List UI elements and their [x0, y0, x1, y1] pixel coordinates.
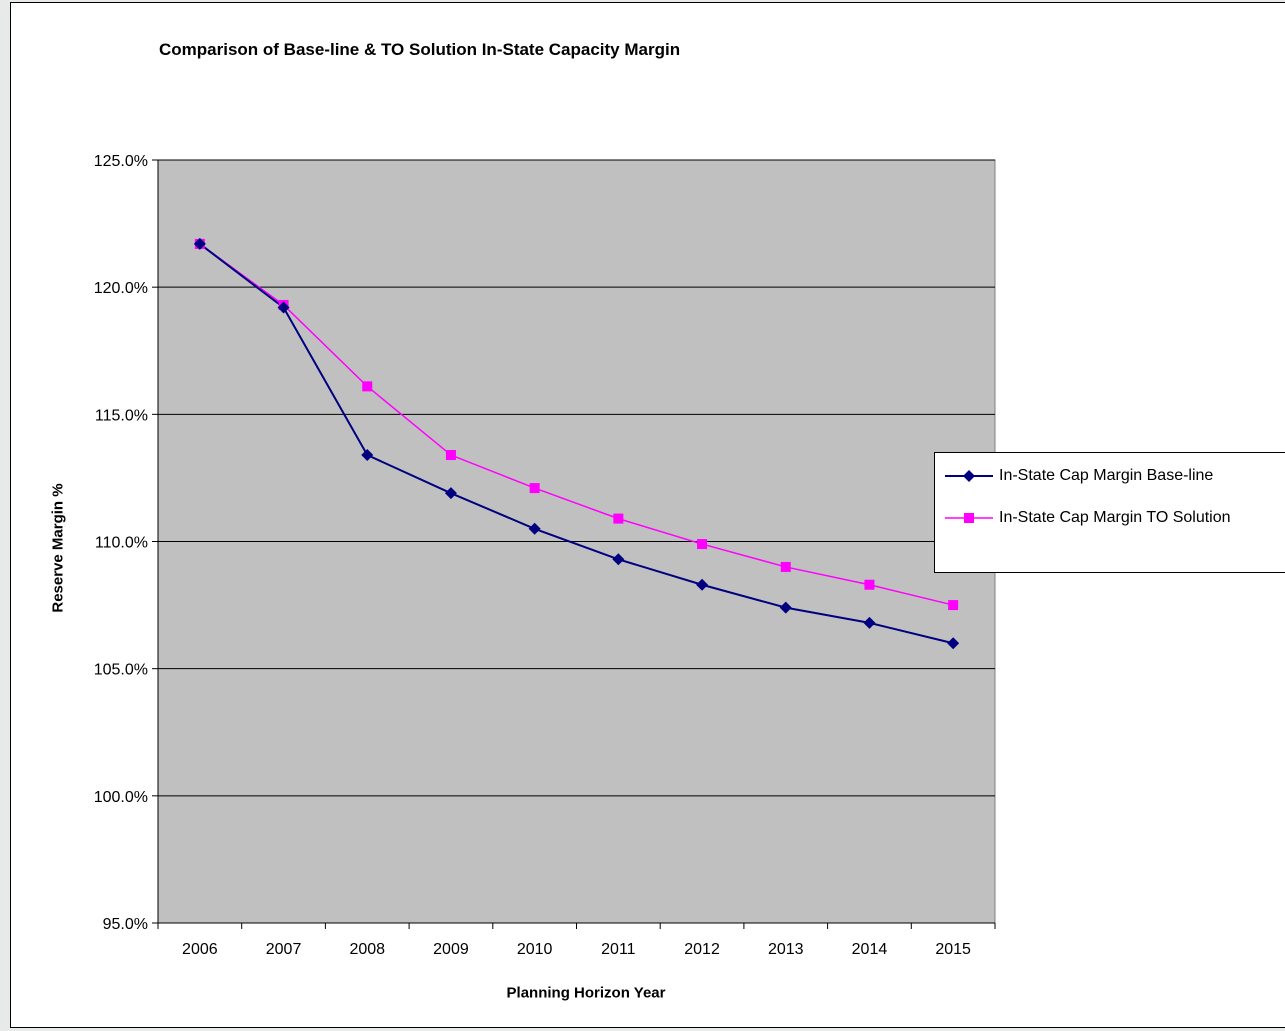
y-tick-label: 95.0%	[103, 916, 148, 933]
y-tick-label: 120.0%	[94, 280, 148, 297]
to-solution-point	[697, 539, 708, 550]
baseline-point	[361, 449, 374, 462]
chart-area: Comparison of Base-line & TO Solution In…	[10, 2, 1285, 1028]
baseline-point	[444, 487, 457, 500]
baseline-point	[528, 522, 541, 535]
to-solution-point	[613, 513, 624, 524]
series-line-baseline	[199, 243, 954, 645]
to-solution-point	[780, 561, 791, 572]
legend: In-State Cap Margin Base-line In-State C…	[934, 452, 1285, 573]
x-tick-label: 2010	[517, 941, 553, 958]
x-tick-label: 2012	[684, 941, 720, 958]
to-solution-point	[445, 450, 456, 461]
baseline-point	[863, 616, 876, 629]
legend-marker-baseline	[945, 470, 993, 482]
baseline-point	[612, 553, 625, 566]
y-tick-label: 100.0%	[94, 789, 148, 806]
y-tick-label: 125.0%	[94, 153, 148, 170]
legend-label-to-solution: In-State Cap Margin TO Solution	[999, 509, 1231, 526]
baseline-point	[277, 301, 290, 314]
chart-title: Comparison of Base-line & TO Solution In…	[159, 40, 681, 59]
baseline-point	[947, 637, 960, 650]
x-tick-label: 2014	[852, 941, 888, 958]
y-tick-label: 115.0%	[95, 407, 148, 424]
plot-svg: 95.0% 100.0% 105.0% 110.0% 115.0% 120.0% 125.0…	[94, 153, 996, 958]
x-tick-label: 2011	[601, 941, 636, 958]
legend-item-baseline: In-State Cap Margin Base-line	[943, 465, 1213, 487]
baseline-point	[193, 237, 206, 250]
x-tick-label: 2009	[433, 941, 469, 958]
legend-label-baseline: In-State Cap Margin Base-line	[999, 467, 1214, 484]
legend-marker-to-solution	[945, 513, 993, 523]
to-solution-point	[362, 381, 373, 392]
to-solution-point	[948, 600, 959, 611]
legend-item-to-solution: In-State Cap Margin TO Solution	[943, 507, 1231, 529]
x-tick-label: 2008	[349, 941, 385, 958]
y-tick-label: 105.0%	[94, 662, 148, 679]
x-tick-label: 2015	[935, 941, 971, 958]
series-line-to-solution	[199, 243, 954, 606]
y-tick-label: 110.0%	[95, 535, 148, 552]
baseline-point	[779, 601, 792, 614]
baseline-point	[696, 578, 709, 591]
x-axis-title: Planning Horizon Year	[506, 984, 666, 1002]
x-tick-label: 2013	[768, 941, 804, 958]
to-solution-point	[529, 483, 540, 494]
x-tick-label: 2007	[266, 941, 302, 958]
to-solution-point	[864, 579, 875, 590]
x-tick-label: 2006	[182, 941, 218, 958]
